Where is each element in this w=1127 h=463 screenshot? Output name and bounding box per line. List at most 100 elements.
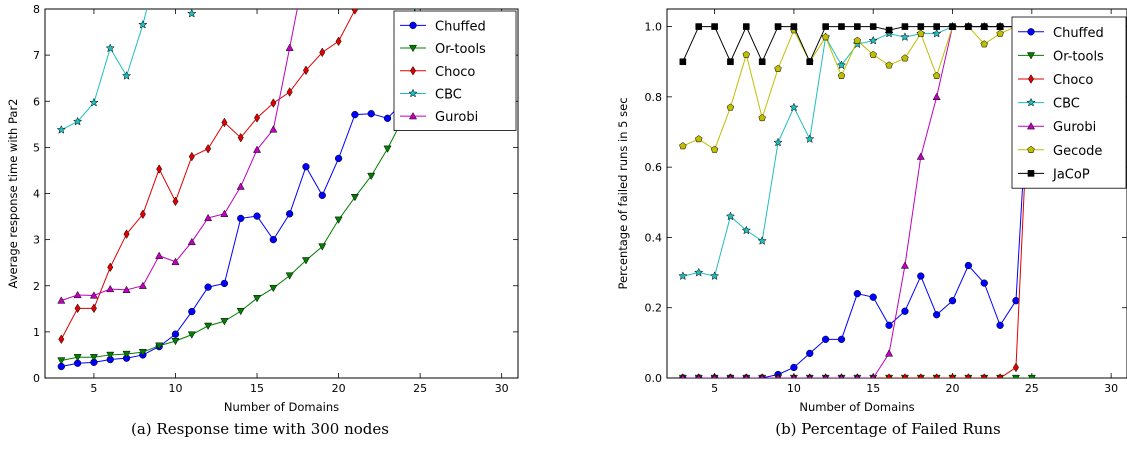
data-point — [680, 373, 686, 378]
data-point — [187, 237, 196, 246]
data-point — [774, 23, 782, 30]
data-point — [351, 110, 359, 119]
series-or-tools — [57, 9, 416, 365]
x-tick-label: 30 — [495, 382, 509, 395]
series-line — [682, 26, 1033, 378]
data-point — [838, 23, 845, 30]
data-point — [789, 102, 799, 112]
figure-caption: (b) Percentage of Failed Runs — [775, 420, 1001, 438]
data-point — [870, 373, 876, 378]
y-tick-label: 8 — [33, 3, 40, 16]
data-point — [949, 23, 956, 30]
legend-label: Choco — [435, 65, 475, 80]
data-point — [106, 351, 115, 360]
data-point — [773, 137, 783, 147]
series-choco — [679, 21, 1035, 378]
data-point — [269, 235, 277, 244]
series-line — [682, 26, 1017, 151]
data-point — [725, 211, 736, 221]
data-point — [900, 261, 909, 269]
series-gurobi — [680, 22, 1036, 378]
data-point — [383, 114, 392, 122]
data-point — [694, 267, 704, 277]
legend-label: Chuffed — [435, 19, 486, 34]
data-point — [121, 71, 132, 80]
data-point — [106, 284, 115, 293]
data-point — [187, 9, 197, 18]
y-tick-label: 2 — [33, 280, 40, 293]
legend-marker — [408, 88, 418, 98]
data-point — [933, 311, 941, 319]
data-point — [981, 373, 988, 378]
data-point — [57, 357, 66, 365]
data-point — [790, 363, 798, 372]
data-point — [220, 318, 229, 326]
data-point — [236, 307, 245, 316]
data-point — [886, 373, 893, 378]
data-point — [901, 373, 908, 378]
data-point — [367, 172, 376, 181]
data-point — [774, 64, 782, 72]
series-line — [682, 26, 1032, 378]
data-point — [965, 23, 972, 30]
plot-area — [56, 9, 416, 371]
legend-marker — [1027, 28, 1035, 36]
data-point — [205, 143, 212, 154]
legend-marker — [1026, 52, 1036, 60]
data-point — [187, 331, 196, 339]
data-point — [996, 23, 1004, 30]
y-tick-label: 1.0 — [645, 21, 663, 34]
legend-label: Gurobi — [1053, 120, 1096, 135]
data-point — [837, 71, 846, 79]
data-point — [269, 125, 278, 133]
legend-marker — [1028, 74, 1034, 84]
data-point — [220, 209, 229, 217]
y-axis-label: Average response time with Par2 — [6, 99, 20, 289]
data-point — [254, 113, 261, 123]
x-tick-label: 10 — [787, 382, 801, 395]
data-point — [726, 103, 735, 111]
legend-marker — [1026, 97, 1036, 107]
data-point — [139, 209, 146, 220]
data-point — [917, 23, 925, 30]
data-point — [696, 373, 702, 378]
data-point — [980, 279, 988, 287]
data-point — [869, 23, 877, 30]
data-point — [107, 262, 114, 273]
y-tick-label: 0.2 — [645, 302, 663, 315]
data-point — [334, 216, 343, 224]
data-point — [204, 283, 212, 291]
data-point — [869, 50, 877, 58]
legend-marker — [1027, 170, 1035, 177]
legend-label: Gurobi — [435, 110, 478, 125]
data-point — [73, 116, 83, 126]
data-point — [869, 293, 877, 301]
y-tick-label: 0.4 — [645, 231, 663, 244]
data-point — [367, 110, 375, 118]
series-gecode — [679, 22, 1020, 153]
data-point — [302, 65, 309, 76]
data-point — [997, 373, 1004, 378]
data-point — [269, 284, 278, 293]
data-point — [286, 210, 294, 218]
x-tick-label: 25 — [413, 382, 427, 395]
legend-marker — [408, 112, 418, 120]
data-point — [980, 40, 988, 48]
data-point — [901, 54, 909, 62]
x-tick-label: 25 — [1025, 382, 1039, 395]
series-choco — [58, 9, 358, 345]
x-tick-label: 5 — [711, 382, 718, 395]
data-point — [56, 124, 66, 134]
legend-label: JaCoP — [1052, 167, 1090, 182]
data-point — [710, 145, 719, 153]
data-point — [105, 43, 115, 53]
legend-label: Chuffed — [1053, 26, 1104, 41]
data-point — [138, 349, 147, 357]
legend-marker — [408, 44, 418, 53]
chart-panel-b: 5 10 15 20 25 30 0.0 0.2 0.4 0.6 0.8 1.0 Number of D… — [616, 8, 1127, 438]
data-point — [188, 307, 196, 316]
legend-marker — [410, 65, 416, 76]
data-point — [695, 135, 703, 143]
data-point — [122, 285, 131, 294]
data-point — [253, 295, 262, 303]
